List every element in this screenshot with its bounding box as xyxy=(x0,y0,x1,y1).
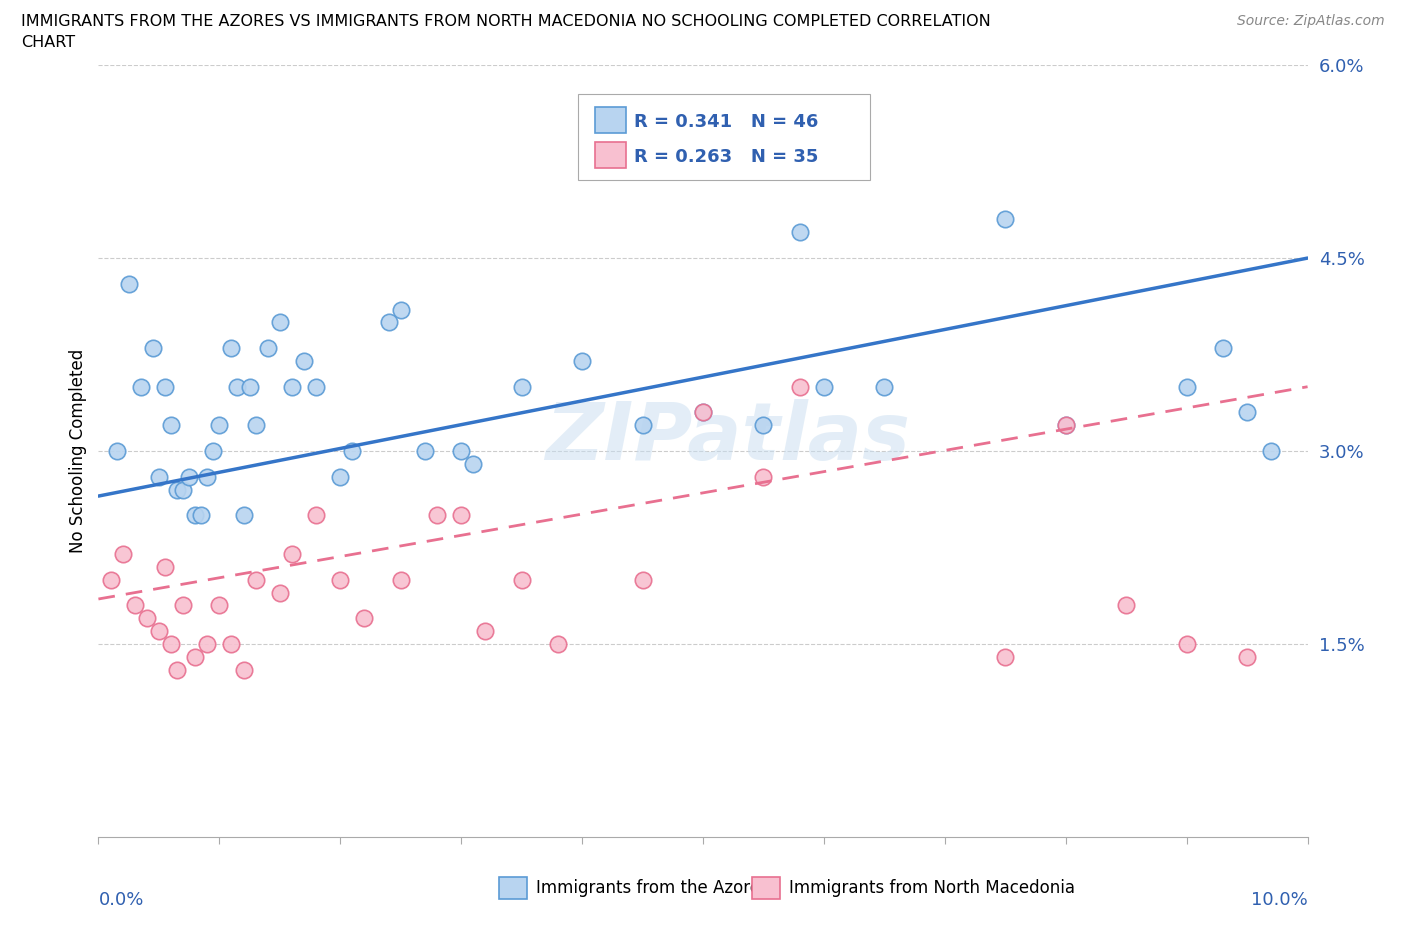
Point xyxy=(752,470,775,485)
Point xyxy=(221,340,243,355)
Point xyxy=(1236,649,1258,664)
Point xyxy=(329,470,352,485)
Point xyxy=(239,379,262,394)
Text: R = 0.263   N = 35: R = 0.263 N = 35 xyxy=(634,148,818,166)
Point xyxy=(281,547,304,562)
Point xyxy=(474,624,496,639)
Point xyxy=(172,598,194,613)
Point xyxy=(195,470,218,485)
Point xyxy=(208,418,231,432)
Point xyxy=(426,508,449,523)
Point xyxy=(111,547,134,562)
Point xyxy=(510,379,533,394)
Point xyxy=(269,585,291,600)
Point xyxy=(166,662,188,677)
Text: IMMIGRANTS FROM THE AZORES VS IMMIGRANTS FROM NORTH MACEDONIA NO SCHOOLING COMPL: IMMIGRANTS FROM THE AZORES VS IMMIGRANTS… xyxy=(21,14,991,29)
Point xyxy=(232,508,254,523)
Point xyxy=(631,572,654,587)
Point xyxy=(994,649,1017,664)
Point xyxy=(813,379,835,394)
Point xyxy=(1175,379,1198,394)
Text: Immigrants from the Azores: Immigrants from the Azores xyxy=(536,879,769,897)
Point xyxy=(463,457,485,472)
Text: CHART: CHART xyxy=(21,35,75,50)
Point xyxy=(245,418,267,432)
Point xyxy=(202,444,225,458)
Point xyxy=(166,482,188,497)
Point xyxy=(148,624,170,639)
Point xyxy=(124,598,146,613)
Point xyxy=(752,418,775,432)
Text: 0.0%: 0.0% xyxy=(98,891,143,909)
Point xyxy=(281,379,304,394)
Point xyxy=(329,572,352,587)
Point xyxy=(1212,340,1234,355)
Point xyxy=(1054,418,1077,432)
Point xyxy=(547,637,569,652)
Point xyxy=(389,302,412,317)
Point xyxy=(179,470,201,485)
Point xyxy=(184,508,207,523)
Y-axis label: No Schooling Completed: No Schooling Completed xyxy=(69,349,87,553)
Point xyxy=(631,418,654,432)
Point xyxy=(142,340,165,355)
Point xyxy=(873,379,896,394)
Point xyxy=(1054,418,1077,432)
Point xyxy=(789,379,811,394)
Point xyxy=(692,405,714,420)
Point xyxy=(129,379,152,394)
Point xyxy=(245,572,267,587)
Point xyxy=(160,418,183,432)
Point xyxy=(994,212,1017,227)
Point xyxy=(226,379,249,394)
Text: ZIPatlas: ZIPatlas xyxy=(544,399,910,477)
Point xyxy=(692,405,714,420)
Point xyxy=(172,482,194,497)
Point xyxy=(305,508,328,523)
Point xyxy=(221,637,243,652)
Point xyxy=(510,572,533,587)
Text: 10.0%: 10.0% xyxy=(1251,891,1308,909)
Point xyxy=(184,649,207,664)
Point xyxy=(1236,405,1258,420)
Point xyxy=(1175,637,1198,652)
Point xyxy=(389,572,412,587)
Text: R = 0.341   N = 46: R = 0.341 N = 46 xyxy=(634,113,818,130)
Point xyxy=(353,611,375,626)
Point xyxy=(1260,444,1282,458)
Point xyxy=(413,444,436,458)
Point xyxy=(377,315,399,330)
Point xyxy=(118,276,141,291)
Point xyxy=(135,611,157,626)
Point xyxy=(232,662,254,677)
Point xyxy=(256,340,278,355)
Point xyxy=(292,353,315,368)
Point xyxy=(195,637,218,652)
Point xyxy=(342,444,364,458)
Text: Immigrants from North Macedonia: Immigrants from North Macedonia xyxy=(789,879,1074,897)
Point xyxy=(450,508,472,523)
Text: Source: ZipAtlas.com: Source: ZipAtlas.com xyxy=(1237,14,1385,28)
Point xyxy=(148,470,170,485)
Point xyxy=(450,444,472,458)
Point xyxy=(305,379,328,394)
Point xyxy=(571,353,593,368)
Point xyxy=(269,315,291,330)
Point xyxy=(789,225,811,240)
Point xyxy=(208,598,231,613)
Point xyxy=(1115,598,1137,613)
Point xyxy=(153,379,176,394)
Point xyxy=(153,559,176,574)
Point xyxy=(160,637,183,652)
Point xyxy=(100,572,122,587)
Point xyxy=(105,444,128,458)
Point xyxy=(190,508,212,523)
